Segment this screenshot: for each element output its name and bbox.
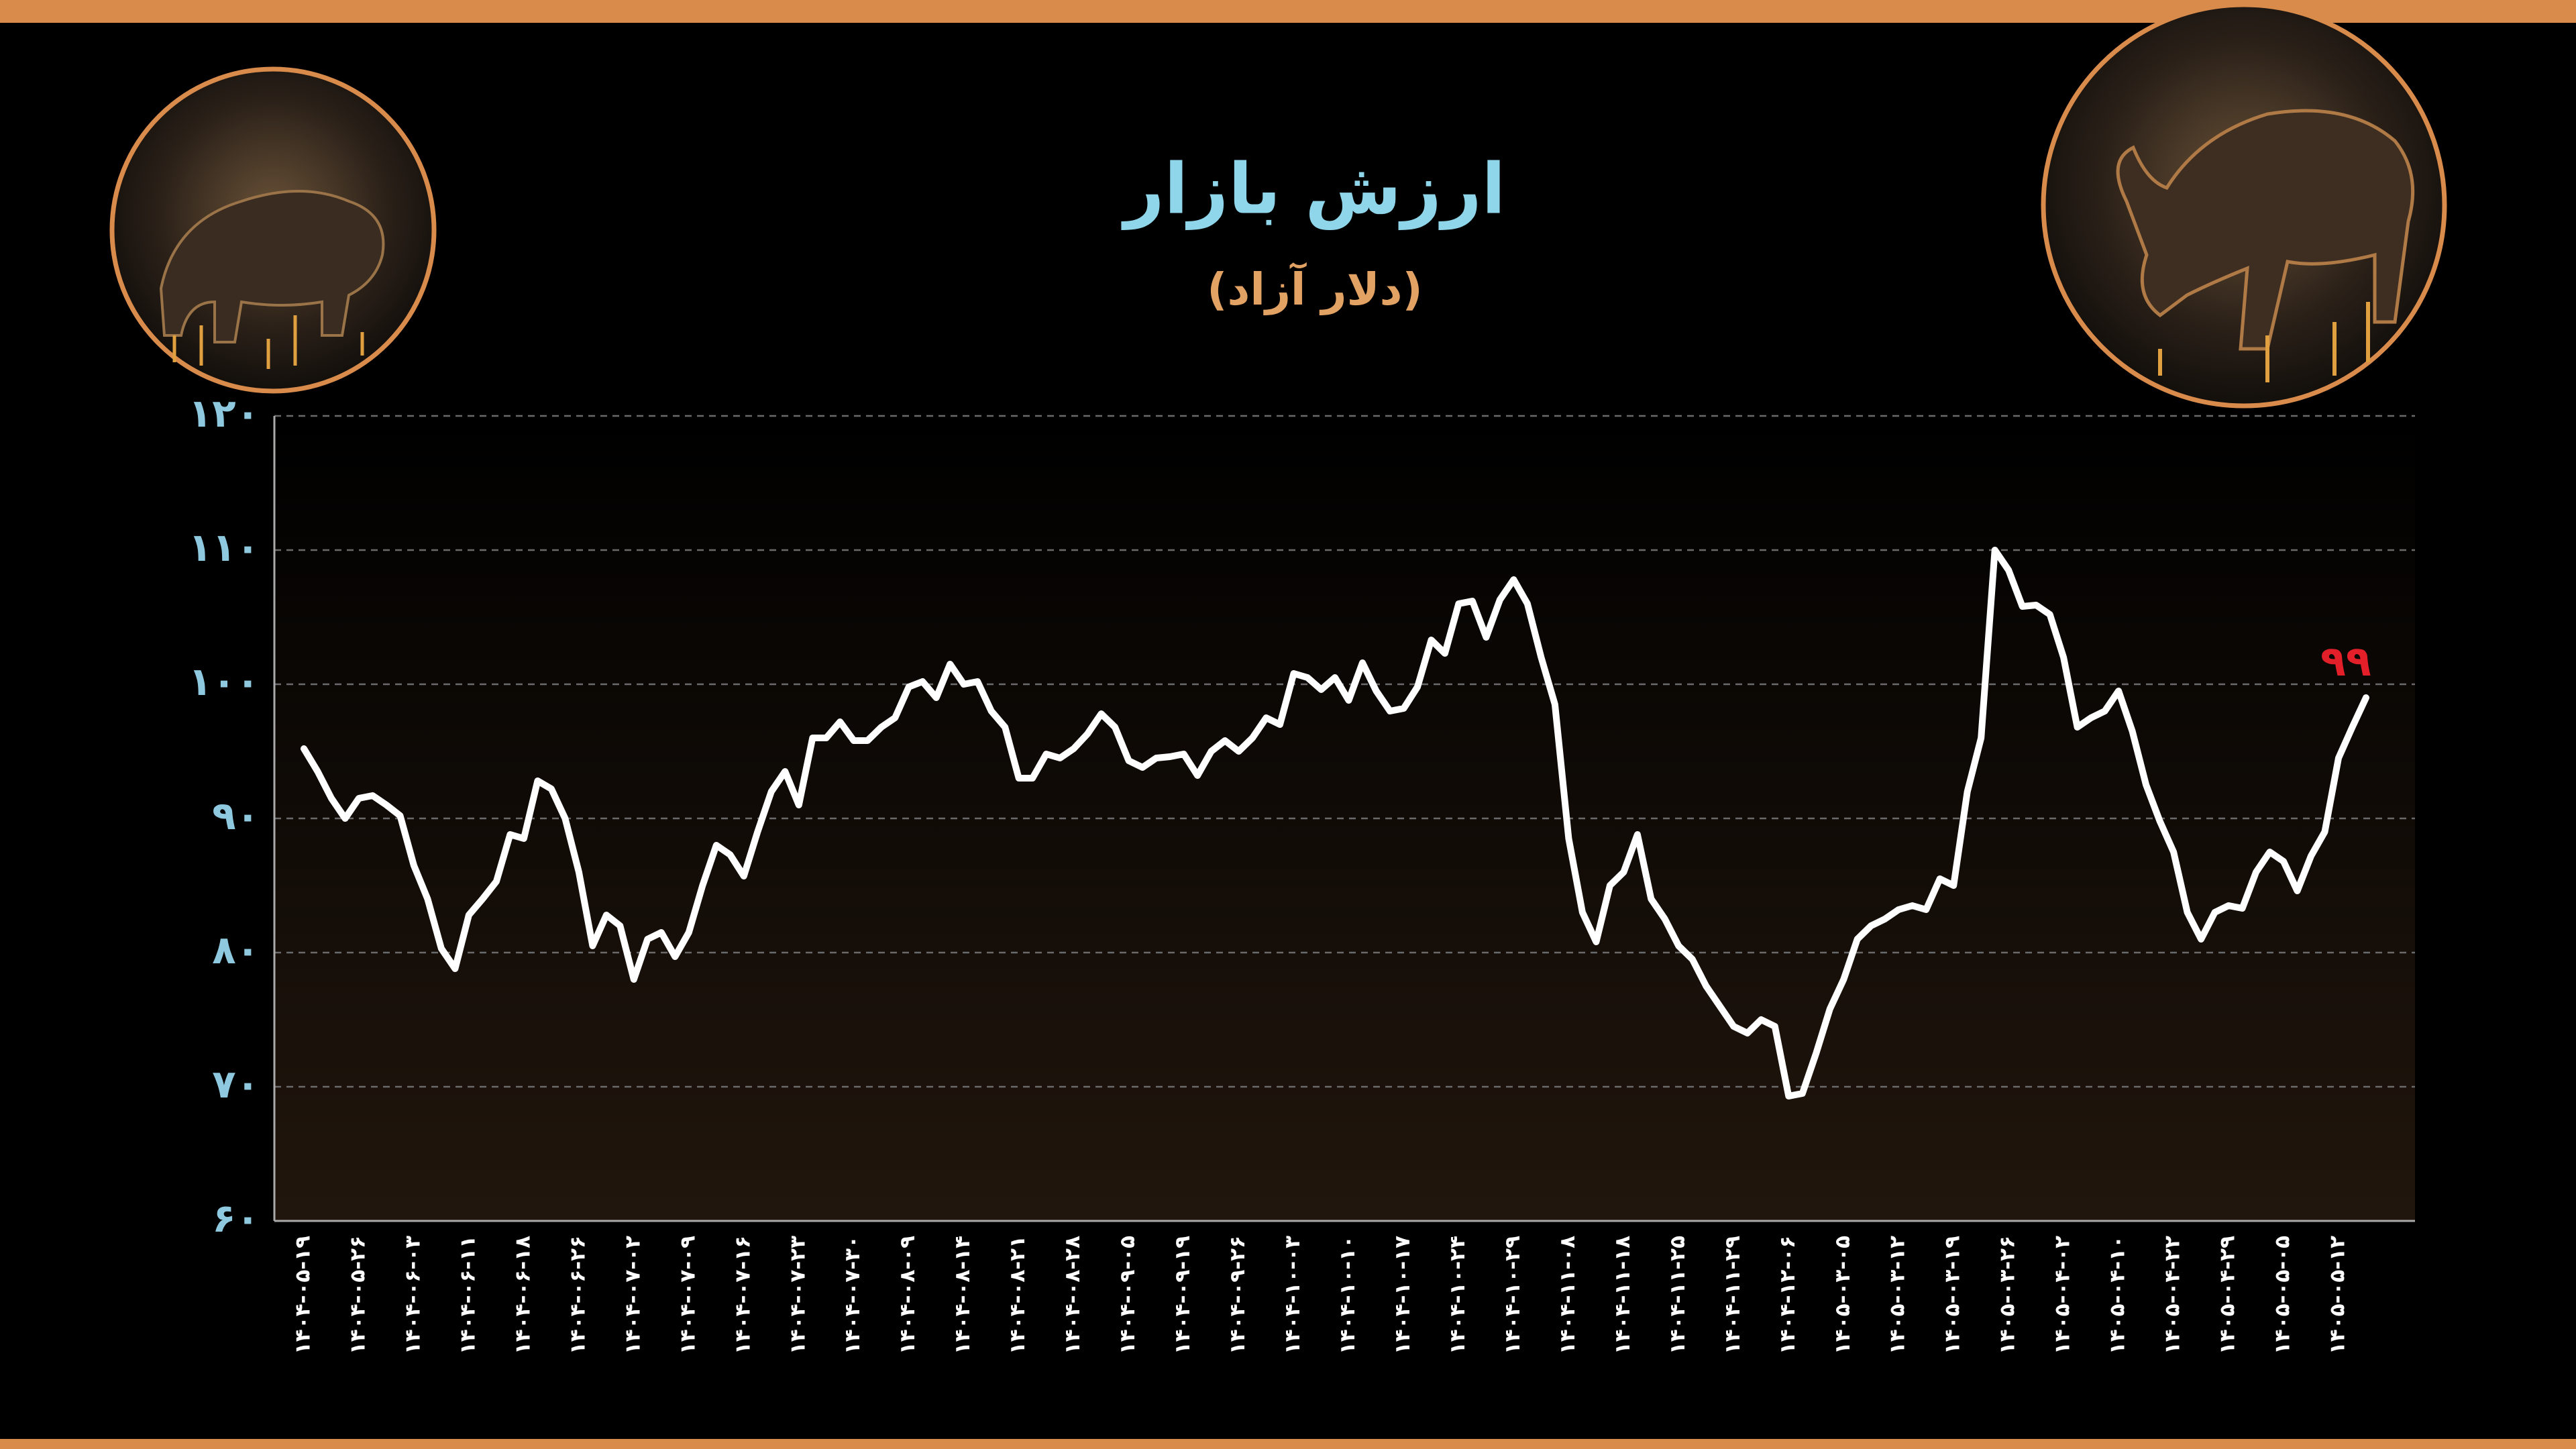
- x-tick-label: ۱۴۰۴-۰۸-۰۹: [896, 1236, 920, 1354]
- x-tick-label: ۱۴۰۴-۱۱-۲۵: [1666, 1236, 1690, 1354]
- x-tick-label: ۱۴۰۴-۰۷-۳۰: [841, 1236, 865, 1354]
- value-label: ۹۹: [2320, 637, 2371, 686]
- x-tick-label: ۱۴۰۵-۰۳-۱۹: [1941, 1236, 1965, 1354]
- x-tick-label: ۱۴۰۴-۱۱-۲۹: [1721, 1236, 1745, 1354]
- x-tick-label: ۱۴۰۴-۰۹-۱۹: [1171, 1236, 1195, 1354]
- marks: ۹۹: [301, 547, 2371, 1099]
- x-tick-label: ۱۴۰۴-۰۸-۲۱: [1006, 1236, 1030, 1354]
- y-tick-label: ۱۰۰: [189, 659, 260, 704]
- x-tick-label: ۱۴۰۴-۰۵-۲۶: [345, 1236, 370, 1354]
- x-tick-label: ۱۴۰۵-۰۴-۲۹: [2216, 1236, 2240, 1354]
- x-tick-label: ۱۴۰۵-۰۴-۱۰: [2106, 1236, 2130, 1354]
- grid: ۶۰ ۷۰ ۸۰ ۹۰ ۱۰۰ ۱۱۰ ۱۲۰ ۱۴۰۴-۰۵-۱۹ ۱۴۰۴-۰۵-۲۶ ۱۴۰…: [189, 390, 2415, 1354]
- x-tick-label: ۱۴۰۵-۰۵-۱۲: [2326, 1236, 2350, 1354]
- chart-title: ارزش بازار: [1121, 148, 1506, 229]
- x-tick-label: ۱۴۰۴-۱۰-۱۷: [1391, 1236, 1415, 1354]
- x-tick-label: ۱۴۰۴-۱۱-۱۸: [1611, 1236, 1635, 1354]
- x-tick-label: ۱۴۰۵-۰۳-۱۲: [1886, 1236, 1910, 1354]
- x-tick-label: ۱۴۰۴-۱۰-۰۳: [1281, 1236, 1305, 1354]
- x-tick-label: ۱۴۰۴-۰۷-۲۳: [786, 1236, 810, 1354]
- y-tick-label: ۷۰: [212, 1061, 260, 1107]
- x-tick-label: ۱۴۰۵-۰۵-۰۵: [2271, 1236, 2295, 1354]
- x-tick-label: ۱۴۰۴-۰۷-۰۲: [621, 1236, 645, 1354]
- x-tick-label: ۱۴۰۵-۰۴-۲۲: [2161, 1236, 2185, 1354]
- x-tick-label: ۱۴۰۴-۰۸-۱۴: [951, 1236, 975, 1354]
- y-tick-label: ۱۱۰: [189, 525, 260, 570]
- x-tick-label: ۱۴۰۴-۱۰-۲۹: [1501, 1236, 1525, 1354]
- x-tick-label: ۱۴۰۵-۰۳-۰۵: [1831, 1236, 1855, 1354]
- x-tick-label: ۱۴۰۴-۰۷-۱۶: [731, 1236, 755, 1354]
- bear-badge: [109, 66, 437, 394]
- x-tick-label: ۱۴۰۴-۱۰-۱۰: [1336, 1236, 1360, 1354]
- x-tick-label: ۱۴۰۴-۱۰-۲۴: [1446, 1236, 1470, 1354]
- x-tick-label: ۱۴۰۵-۰۴-۰۲: [2051, 1236, 2075, 1354]
- x-tick-label: ۱۴۰۴-۰۸-۲۸: [1061, 1236, 1085, 1354]
- x-tick-label: ۱۴۰۴-۰۹-۰۵: [1116, 1236, 1140, 1354]
- bottom-band: [0, 1439, 2576, 1449]
- x-tick-label: ۱۴۰۵-۰۳-۲۶: [1996, 1236, 2020, 1354]
- x-tick-label: ۱۴۰۴-۱۲-۰۶: [1776, 1236, 1800, 1354]
- chart-subtitle: (دلار آزاد): [1207, 262, 1422, 315]
- x-tick-label: ۱۴۰۴-۰۶-۱۸: [511, 1236, 535, 1354]
- x-tick-label: ۱۴۰۴-۰۹-۲۶: [1226, 1236, 1250, 1354]
- top-band: [0, 0, 2576, 23]
- x-tick-label: ۱۴۰۴-۰۶-۲۶: [566, 1236, 590, 1354]
- plot-area: [274, 416, 2415, 1221]
- y-tick-label: ۸۰: [212, 927, 260, 973]
- y-tick-label: ۹۰: [212, 793, 260, 839]
- x-tick-label: ۱۴۰۴-۰۵-۱۹: [291, 1236, 315, 1354]
- x-tick-label: ۱۴۰۴-۰۶-۱۱: [455, 1236, 480, 1354]
- y-tick-label: ۱۲۰: [189, 390, 260, 436]
- bull-badge: [2041, 2, 2447, 409]
- y-tick-label: ۶۰: [212, 1195, 260, 1241]
- x-tick-label: ۱۴۰۴-۰۶-۰۳: [400, 1236, 425, 1354]
- line-series: [301, 547, 2369, 1099]
- x-tick-label: ۱۴۰۴-۱۱-۰۸: [1556, 1236, 1580, 1354]
- x-tick-label: ۱۴۰۴-۰۷-۰۹: [676, 1236, 700, 1354]
